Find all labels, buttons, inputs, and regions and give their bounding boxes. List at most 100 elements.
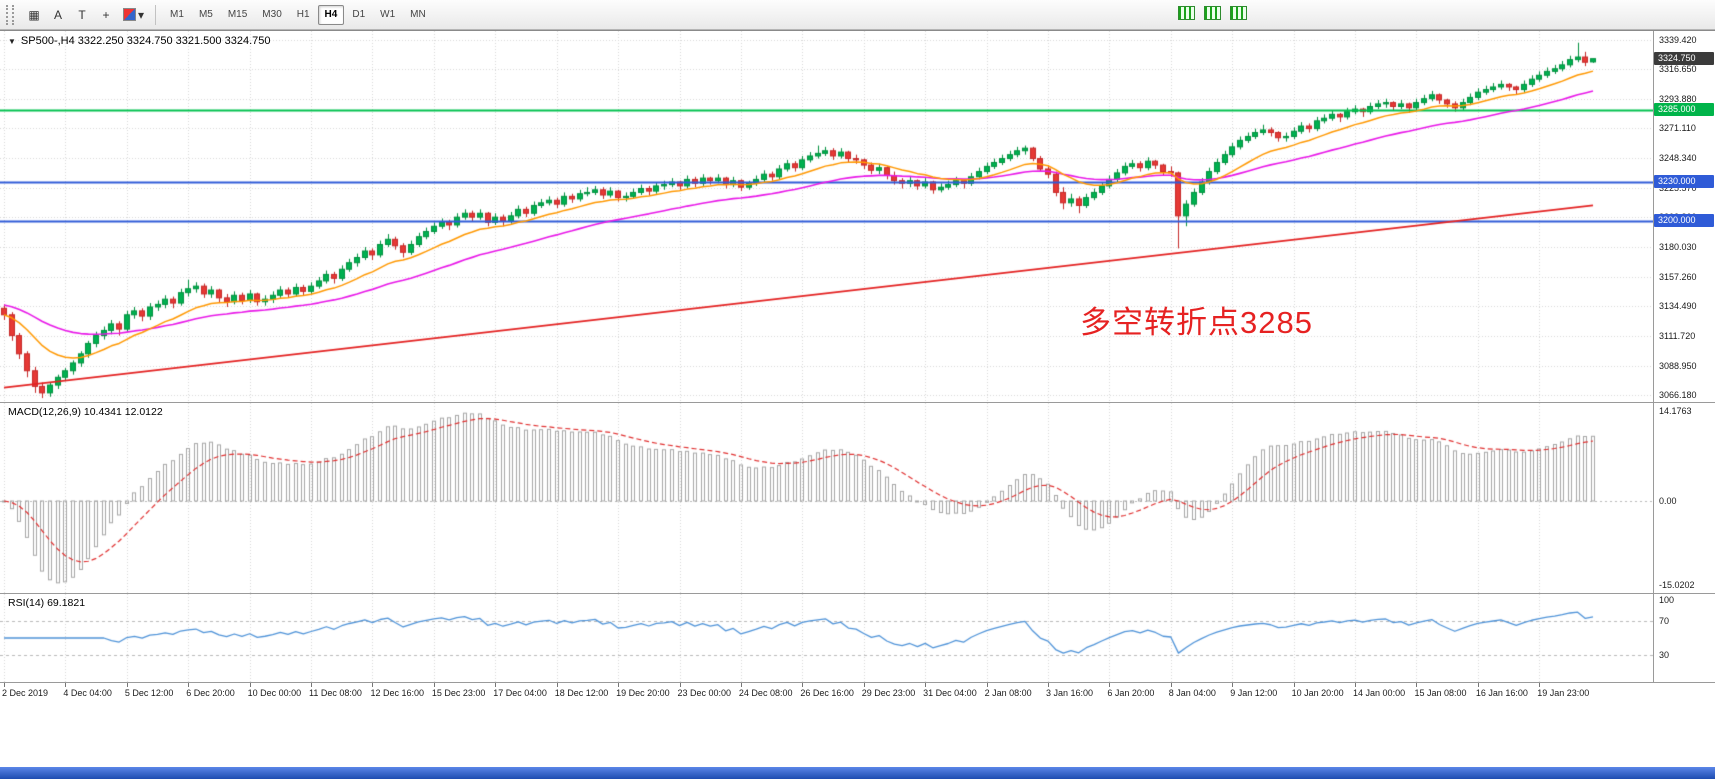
- toolbar-separator: [155, 4, 157, 25]
- palette-icon: [123, 8, 136, 21]
- rsi-axis-30: 30: [1659, 649, 1670, 660]
- time-tick: [1232, 683, 1233, 687]
- timeframe-button-m1[interactable]: M1: [163, 5, 191, 25]
- price-axis-label: 3180.030: [1659, 242, 1697, 253]
- time-tick: [495, 683, 496, 687]
- time-tick: [618, 683, 619, 687]
- time-tick: [4, 683, 5, 687]
- time-tick: [434, 683, 435, 687]
- toolbar-grip[interactable]: [6, 4, 14, 25]
- symbol-ohlc-line: ▼ SP500-,H4 3322.250 3324.750 3321.500 3…: [8, 35, 270, 47]
- tool-button-text-box[interactable]: T: [71, 4, 93, 25]
- price-axis-label: 3271.110: [1659, 123, 1696, 134]
- time-axis-label: 24 Dec 08:00: [738, 688, 793, 698]
- symbol-ohlc-text: SP500-,H4 3322.250 3324.750 3321.500 332…: [20, 35, 271, 47]
- time-tick: [372, 683, 373, 687]
- price-axis-label: 3111.720: [1659, 330, 1696, 341]
- price-tag-level-3230[interactable]: 3230.000: [1654, 175, 1714, 188]
- time-tick: [864, 683, 865, 687]
- time-axis-label: 10 Jan 20:00: [1291, 688, 1344, 698]
- macd-axis-zero: 0.00: [1659, 495, 1677, 506]
- timeframe-button-h1[interactable]: H1: [290, 5, 317, 25]
- time-axis-label: 2 Dec 2019: [2, 688, 49, 698]
- price-axis: 3339.420 3316.650 3293.880 3271.110 3248.340…: [1653, 31, 1715, 402]
- chart-window-icon-3[interactable]: [1230, 6, 1247, 20]
- price-tag-level-3200[interactable]: 3200.000: [1654, 214, 1714, 228]
- rsi-axis: 100 70 30: [1653, 594, 1715, 682]
- time-tick: [680, 683, 681, 687]
- timeframe-button-d1[interactable]: D1: [345, 5, 372, 25]
- timeframe-button-h4[interactable]: H4: [317, 4, 345, 25]
- time-axis-label: 17 Dec 04:00: [493, 688, 547, 698]
- time-tick: [188, 683, 189, 687]
- time-axis-label: 26 Dec 16:00: [800, 688, 854, 698]
- time-axis-label: 15 Jan 08:00: [1414, 688, 1467, 698]
- rsi-pane[interactable]: RSI(14) 69.1821 100 70 30: [0, 594, 1715, 683]
- time-axis-label: 31 Dec 04:00: [923, 688, 977, 698]
- time-axis-label: 19 Dec 20:00: [616, 688, 670, 698]
- time-tick: [65, 683, 66, 687]
- rsi-canvas[interactable]: [0, 594, 1653, 682]
- price-axis-label: 3157.260: [1659, 271, 1697, 282]
- symbol-collapse-icon[interactable]: ▼: [8, 36, 16, 46]
- time-axis-label: 3 Jan 16:00: [1045, 688, 1094, 698]
- timeframe-button-m5[interactable]: M5: [192, 5, 220, 25]
- tool-button-text-label[interactable]: A: [47, 4, 69, 25]
- price-tag-level-3285[interactable]: 3285.000: [1654, 103, 1714, 117]
- time-axis-label: 23 Dec 00:00: [677, 688, 732, 698]
- price-axis-label: 3316.650: [1659, 64, 1697, 75]
- tool-button-group: ▦ A T + ▾: [23, 4, 148, 25]
- timeframe-button-group: M1 M5 M15 M30 H1 H4 D1 W1 MN: [163, 4, 433, 25]
- rsi-axis-70: 70: [1659, 616, 1670, 627]
- chart-window-icons: [1178, 6, 1247, 20]
- macd-axis-min: -15.0202: [1659, 580, 1695, 590]
- price-axis-label: 3293.880: [1659, 93, 1697, 104]
- time-tick: [127, 683, 128, 687]
- price-axis-label: 3134.490: [1659, 301, 1697, 312]
- time-axis-label: 15 Dec 23:00: [431, 688, 486, 698]
- time-tick: [250, 683, 251, 687]
- time-axis-label: 2 Jan 08:00: [984, 688, 1032, 698]
- time-axis-label: 12 Dec 16:00: [370, 688, 424, 698]
- time-axis-label: 8 Jan 04:00: [1168, 688, 1216, 698]
- macd-axis-max: 14.1763: [1659, 406, 1692, 416]
- time-axis-label: 14 Jan 00:00: [1353, 688, 1406, 698]
- tool-button-palette[interactable]: ▾: [119, 4, 148, 25]
- macd-pane[interactable]: MACD(12,26,9) 10.4341 12.0122 14.1763 0.0…: [0, 403, 1715, 594]
- time-axis-label: 18 Dec 12:00: [554, 688, 609, 698]
- bottom-taskbar-strip: [0, 767, 1715, 779]
- tool-button-grid[interactable]: ▦: [23, 4, 45, 25]
- chart-window-icon-2[interactable]: [1204, 6, 1221, 20]
- time-axis-label: 10 Dec 00:00: [247, 688, 302, 698]
- time-axis-label: 16 Jan 16:00: [1475, 688, 1528, 698]
- timeframe-button-mn[interactable]: MN: [403, 5, 433, 25]
- time-tick: [925, 683, 926, 687]
- time-tick: [1171, 683, 1172, 687]
- rsi-axis-100: 100: [1659, 595, 1675, 605]
- time-tick: [1048, 683, 1049, 687]
- timeframe-button-m30[interactable]: M30: [255, 5, 288, 25]
- time-axis-label: 6 Jan 20:00: [1107, 688, 1155, 698]
- macd-axis: 14.1763 0.00 -15.0202: [1653, 403, 1715, 593]
- tool-button-crosshair[interactable]: +: [95, 4, 117, 25]
- time-axis-label: 4 Dec 04:00: [63, 688, 112, 698]
- time-axis: 2 Dec 2019 4 Dec 04:00 5 Dec 12:00 6 Dec 20…: [0, 683, 1653, 703]
- chart-annotation-text[interactable]: 多空转折点3285: [1080, 305, 1313, 340]
- chart-area: ▼ SP500-,H4 3322.250 3324.750 3321.500 3…: [0, 30, 1715, 683]
- price-chart-pane[interactable]: ▼ SP500-,H4 3322.250 3324.750 3321.500 3…: [0, 31, 1715, 403]
- timeframe-button-m15[interactable]: M15: [221, 5, 254, 25]
- time-axis-label: 29 Dec 23:00: [861, 688, 916, 698]
- time-tick: [741, 683, 742, 687]
- price-chart-canvas[interactable]: [0, 31, 1653, 402]
- window-filler: [0, 703, 1715, 767]
- timeframe-button-w1[interactable]: W1: [373, 5, 402, 25]
- time-axis-label: 19 Jan 23:00: [1537, 688, 1590, 698]
- time-tick: [1539, 683, 1540, 687]
- price-axis-label: 3066.180: [1659, 390, 1697, 401]
- time-tick: [311, 683, 312, 687]
- chart-window-icon-1[interactable]: [1178, 6, 1195, 20]
- macd-canvas[interactable]: [0, 403, 1653, 593]
- time-tick: [987, 683, 988, 687]
- time-tick: [802, 683, 803, 687]
- time-axis-label: 11 Dec 08:00: [309, 688, 362, 698]
